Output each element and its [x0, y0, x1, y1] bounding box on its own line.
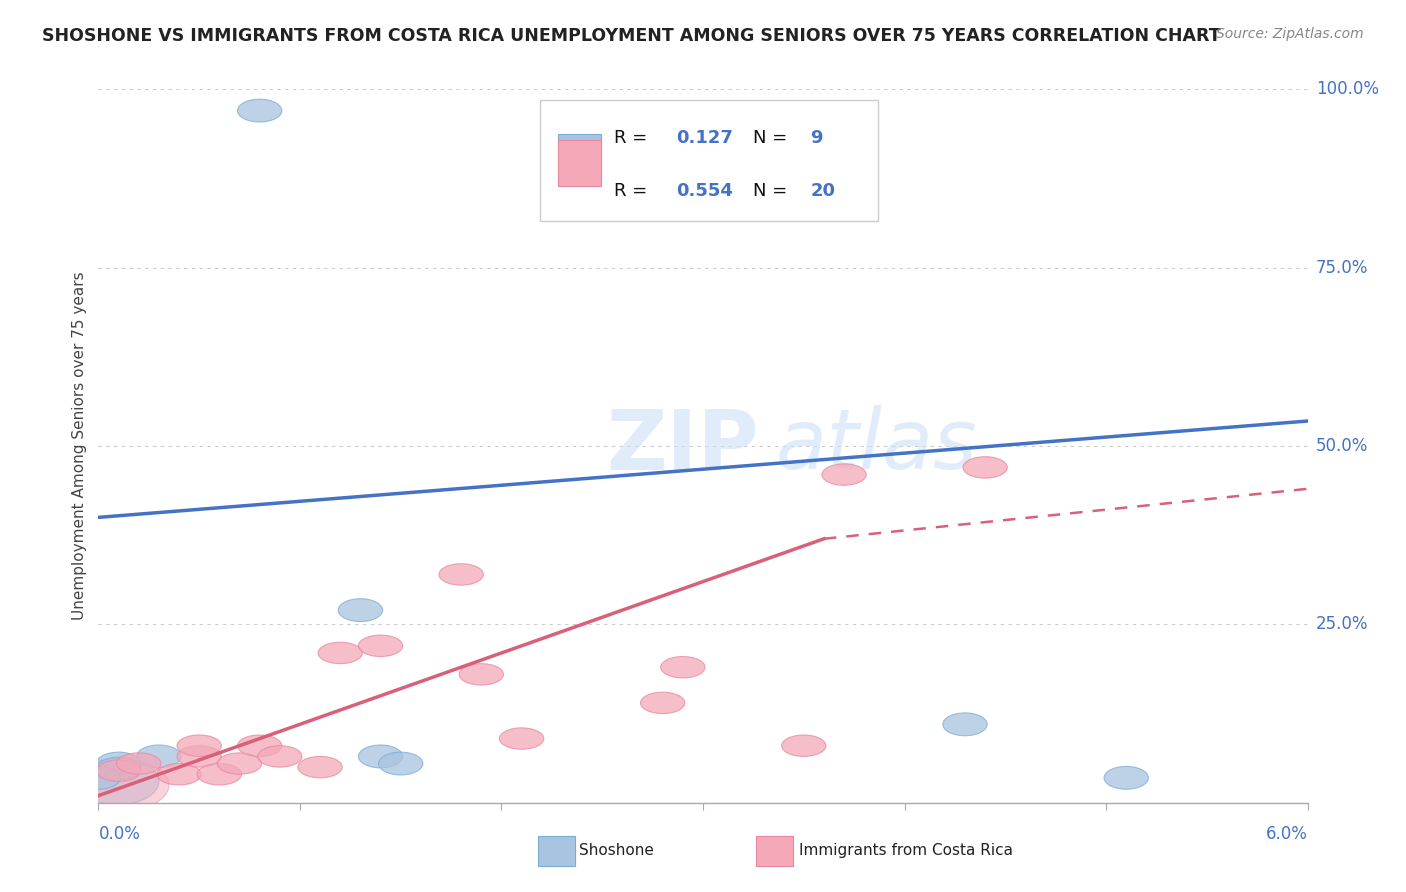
Ellipse shape — [177, 746, 221, 767]
Ellipse shape — [823, 464, 866, 485]
Ellipse shape — [298, 756, 342, 778]
Text: 0.127: 0.127 — [676, 128, 734, 146]
Text: R =: R = — [613, 182, 647, 200]
Text: 50.0%: 50.0% — [1316, 437, 1368, 455]
Ellipse shape — [378, 752, 423, 775]
Ellipse shape — [97, 760, 141, 781]
Text: 20: 20 — [811, 182, 835, 200]
Ellipse shape — [76, 766, 121, 789]
Ellipse shape — [661, 657, 704, 678]
Ellipse shape — [641, 692, 685, 714]
Text: 100.0%: 100.0% — [1316, 80, 1379, 98]
Text: 6.0%: 6.0% — [1265, 825, 1308, 843]
Ellipse shape — [218, 753, 262, 774]
FancyBboxPatch shape — [558, 134, 602, 180]
Text: Source: ZipAtlas.com: Source: ZipAtlas.com — [1216, 27, 1364, 41]
Ellipse shape — [238, 99, 281, 122]
Ellipse shape — [359, 635, 402, 657]
Ellipse shape — [359, 745, 402, 768]
Text: 75.0%: 75.0% — [1316, 259, 1368, 277]
Text: atlas: atlas — [776, 406, 977, 486]
Ellipse shape — [460, 664, 503, 685]
Ellipse shape — [97, 752, 141, 775]
Ellipse shape — [257, 746, 302, 767]
FancyBboxPatch shape — [540, 100, 879, 221]
FancyBboxPatch shape — [558, 140, 602, 186]
Ellipse shape — [439, 564, 484, 585]
Ellipse shape — [238, 735, 281, 756]
Ellipse shape — [117, 753, 160, 774]
Ellipse shape — [177, 735, 221, 756]
Text: 25.0%: 25.0% — [1316, 615, 1368, 633]
Ellipse shape — [69, 758, 169, 812]
Ellipse shape — [499, 728, 544, 749]
Ellipse shape — [136, 745, 181, 768]
Text: N =: N = — [752, 128, 787, 146]
Ellipse shape — [782, 735, 825, 756]
Text: N =: N = — [752, 182, 787, 200]
Text: R =: R = — [613, 128, 647, 146]
Text: Immigrants from Costa Rica: Immigrants from Costa Rica — [799, 844, 1012, 858]
Text: SHOSHONE VS IMMIGRANTS FROM COSTA RICA UNEMPLOYMENT AMONG SENIORS OVER 75 YEARS : SHOSHONE VS IMMIGRANTS FROM COSTA RICA U… — [42, 27, 1220, 45]
Ellipse shape — [79, 758, 159, 805]
Ellipse shape — [1104, 766, 1149, 789]
Ellipse shape — [339, 599, 382, 622]
Ellipse shape — [943, 713, 987, 736]
Ellipse shape — [318, 642, 363, 664]
Ellipse shape — [97, 757, 141, 780]
Ellipse shape — [157, 764, 201, 785]
Ellipse shape — [197, 764, 242, 785]
Text: 9: 9 — [811, 128, 823, 146]
Y-axis label: Unemployment Among Seniors over 75 years: Unemployment Among Seniors over 75 years — [72, 272, 87, 620]
Text: Shoshone: Shoshone — [579, 844, 654, 858]
Text: 0.554: 0.554 — [676, 182, 734, 200]
Text: 0.0%: 0.0% — [98, 825, 141, 843]
Text: ZIP: ZIP — [606, 406, 759, 486]
Ellipse shape — [963, 457, 1007, 478]
